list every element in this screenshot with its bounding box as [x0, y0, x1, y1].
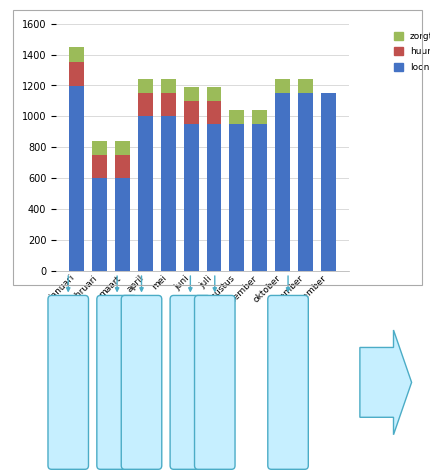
- Bar: [252, 110, 267, 124]
- Bar: [183, 124, 198, 271]
- Bar: [229, 124, 244, 271]
- Bar: [160, 116, 175, 271]
- Text: Bronheffing door CvZ: Bronheffing door CvZ: [138, 339, 144, 416]
- Text: Etcetera: Etcetera: [358, 378, 393, 387]
- Bar: [206, 124, 221, 271]
- Bar: [298, 79, 312, 93]
- Bar: [183, 87, 198, 101]
- Text: Beslag op de zorgtoeslag: Beslag op de zorgtoeslag: [284, 332, 290, 423]
- Bar: [92, 141, 107, 155]
- Bar: [206, 87, 221, 101]
- Text: Beslag op de huurtoeslag: Beslag op de huurtoeslag: [187, 332, 193, 424]
- Bar: [298, 93, 312, 271]
- Bar: [138, 79, 153, 93]
- Bar: [115, 155, 130, 178]
- Bar: [320, 93, 335, 271]
- Bar: [92, 178, 107, 271]
- Bar: [183, 101, 198, 124]
- Text: Beslagvrije voet aangepast: Beslagvrije voet aangepast: [211, 328, 217, 427]
- Bar: [69, 62, 84, 86]
- Bar: [274, 79, 289, 93]
- Bar: [92, 155, 107, 178]
- Bar: [69, 47, 84, 62]
- Bar: [138, 93, 153, 116]
- Bar: [252, 124, 267, 271]
- Legend: zorgtoeslag, huurtoeslag, loon: zorgtoeslag, huurtoeslag, loon: [389, 28, 430, 76]
- Bar: [206, 101, 221, 124]
- Bar: [229, 110, 244, 124]
- Text: Beslagvrije voet aangepast: Beslagvrije voet aangepast: [114, 328, 120, 427]
- Bar: [160, 79, 175, 93]
- Bar: [160, 93, 175, 116]
- Bar: [69, 86, 84, 271]
- Bar: [138, 116, 153, 271]
- Bar: [115, 178, 130, 271]
- Text: Er is loonbeslag gelegd: Er is loonbeslag gelegd: [65, 335, 71, 420]
- Bar: [115, 141, 130, 155]
- Bar: [274, 93, 289, 271]
